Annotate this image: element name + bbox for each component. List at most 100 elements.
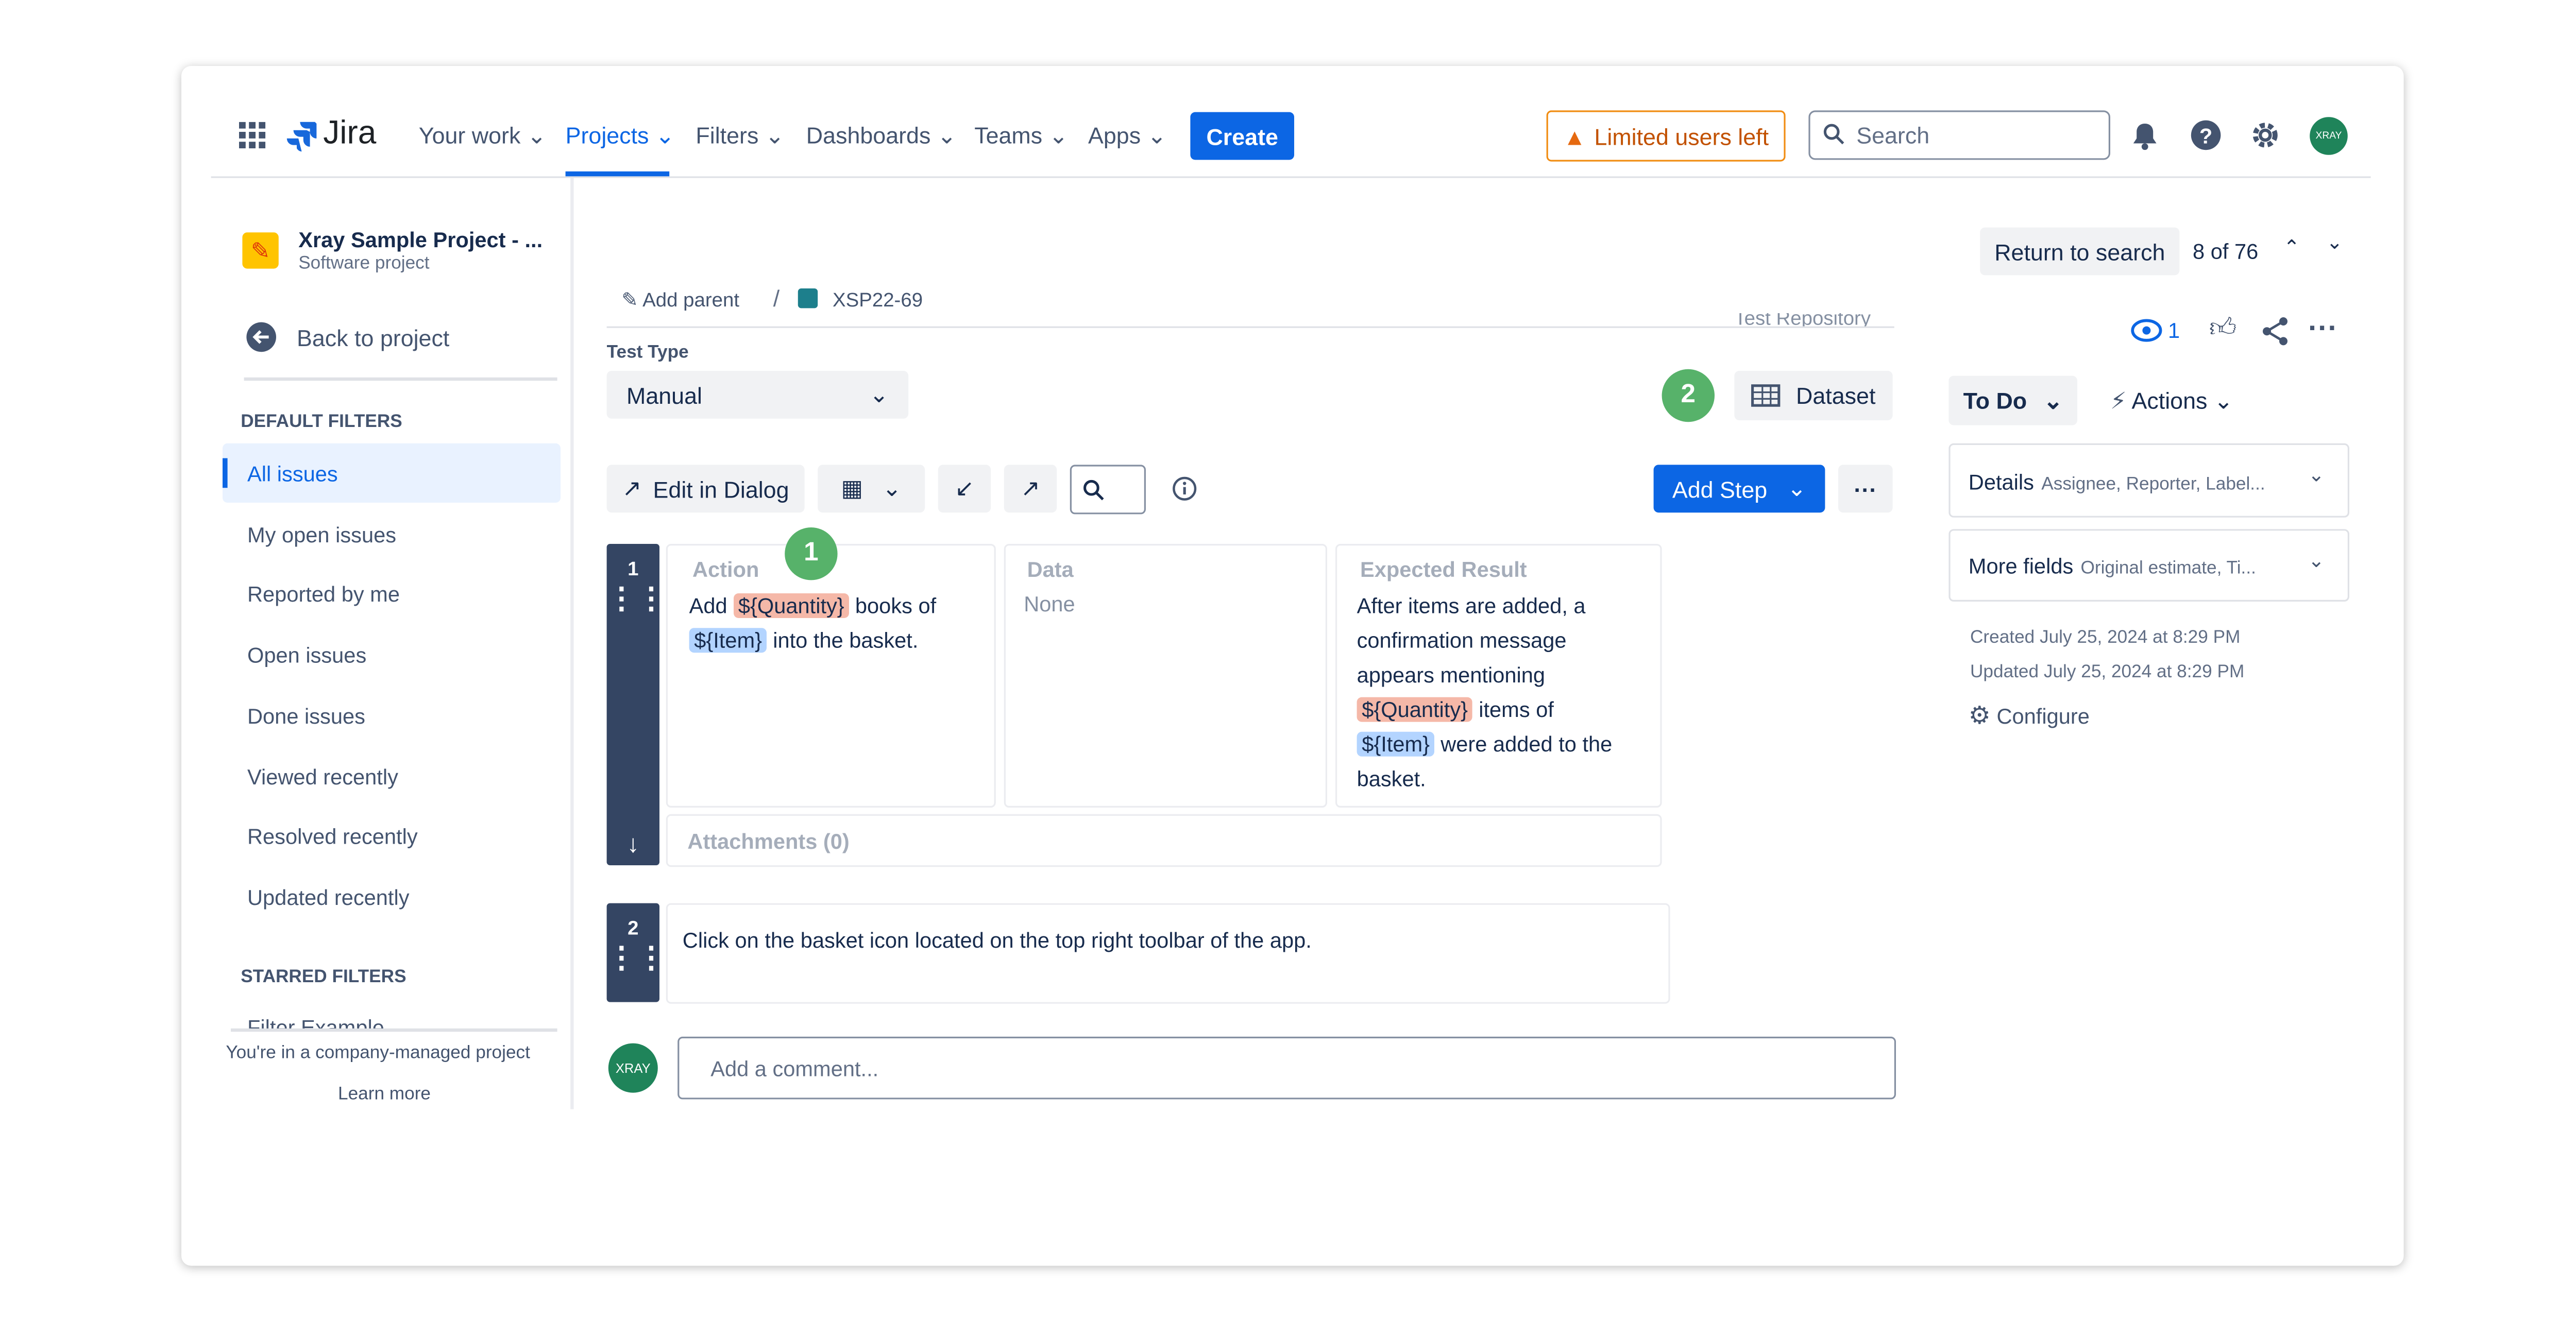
- add-parent-text: Add parent: [642, 288, 740, 312]
- help[interactable]: ?: [2190, 118, 2223, 151]
- status-button[interactable]: To Do ⌄: [1948, 375, 2077, 425]
- more[interactable]: ···: [2308, 311, 2338, 345]
- back-to-project[interactable]: Back to project: [297, 324, 450, 351]
- filter-link[interactable]: All issues: [247, 461, 338, 486]
- test-type-select[interactable]: Manual ⌄: [606, 371, 909, 419]
- search-icon: [1823, 124, 1844, 145]
- prev-issue[interactable]: ⌃: [2283, 235, 2300, 259]
- repository-tab[interactable]: Test Repository: [1734, 313, 1871, 327]
- project-icon: ✎: [242, 232, 279, 269]
- share[interactable]: [2260, 316, 2290, 346]
- footer-separator: [231, 1028, 557, 1032]
- filter-link[interactable]: Reported by me: [247, 582, 400, 607]
- like[interactable]: 👍︎: [2209, 315, 2237, 343]
- search-icon: [1083, 480, 1104, 501]
- step-row[interactable]: Click on the basket icon located on the …: [666, 903, 1670, 1004]
- action-cell[interactable]: Action Add ${Quantity} books of ${Item} …: [666, 544, 996, 808]
- position: 8 of 76: [2193, 239, 2259, 264]
- filter-link[interactable]: Done issues: [247, 703, 365, 728]
- sidebar-divider: [570, 178, 574, 1109]
- jira-icon: [286, 122, 317, 152]
- learn-more[interactable]: Learn more: [338, 1084, 431, 1104]
- dataset-text: Dataset: [1796, 382, 1876, 409]
- starred-filter[interactable]: Filter Example: [247, 1015, 384, 1030]
- parameter: ${Quantity}: [733, 593, 850, 618]
- details-section[interactable]: Details Assignee, Reporter, Label... ⌄: [1948, 443, 2349, 518]
- edit-dialog-button[interactable]: ↗ Edit in Dialog: [606, 465, 805, 513]
- view-toggle[interactable]: ▦ ⌄: [818, 465, 925, 513]
- nav-item[interactable]: Teams ⌄: [974, 122, 1069, 148]
- return-button[interactable]: Return to search: [1980, 227, 2180, 276]
- add-step-text: Add Step: [1672, 475, 1768, 502]
- nav-label: Teams: [974, 122, 1043, 148]
- comment-input[interactable]: Add a comment...: [677, 1036, 1896, 1100]
- expected-text: After items are added, a confirmation me…: [1357, 588, 1637, 796]
- test-type-value: Manual: [626, 381, 702, 408]
- back-icon: [246, 322, 276, 352]
- data-cell[interactable]: Data None: [1004, 544, 1327, 808]
- app-switcher[interactable]: [239, 122, 266, 148]
- details-hint: Assignee, Reporter, Label...: [2041, 474, 2265, 494]
- project-name[interactable]: Xray Sample Project - ...: [298, 227, 543, 252]
- notifications[interactable]: [2130, 121, 2160, 150]
- drag-grip[interactable]: ⋮⋮⋮: [606, 581, 696, 615]
- chevron: ⌄: [1787, 474, 1807, 501]
- nav-label: Filters: [696, 122, 759, 148]
- filter-link[interactable]: Updated recently: [247, 885, 410, 910]
- limited-text: Limited users left: [1594, 123, 1769, 149]
- text: Add: [689, 593, 727, 618]
- nav-label: Your work: [418, 122, 521, 148]
- external-icon: ↗: [622, 474, 642, 501]
- column-header: Action: [692, 557, 759, 582]
- actions-button[interactable]: ⚡︎ Actions ⌄: [2110, 387, 2233, 414]
- filter-link[interactable]: Resolved recently: [247, 824, 418, 849]
- collapse-button[interactable]: ↙: [938, 465, 991, 513]
- add-step-button[interactable]: Add Step ⌄: [1653, 465, 1825, 513]
- step-number: 1: [628, 557, 639, 580]
- expand-button[interactable]: ↗: [1004, 465, 1057, 513]
- nav-item[interactable]: Projects ⌄: [565, 122, 675, 148]
- issue-key[interactable]: XSP22-69: [833, 288, 923, 312]
- move-down[interactable]: ↓: [626, 830, 639, 859]
- callout-badge: 1: [785, 527, 838, 580]
- parameter: ${Quantity}: [1357, 697, 1473, 722]
- expected-cell[interactable]: Expected Result After items are added, a…: [1335, 544, 1662, 808]
- search-placeholder: Search: [1856, 122, 1930, 148]
- nav-item[interactable]: Dashboards ⌄: [806, 122, 957, 148]
- settings[interactable]: [2250, 121, 2280, 150]
- create-button[interactable]: Create: [1190, 112, 1294, 160]
- watch-count[interactable]: 1: [2168, 318, 2180, 343]
- nav-label: Dashboards: [806, 122, 931, 148]
- filter-link[interactable]: My open issues: [247, 522, 397, 547]
- nav-item[interactable]: Filters ⌄: [696, 122, 785, 148]
- filter-link[interactable]: Viewed recently: [247, 764, 398, 789]
- info-icon[interactable]: [1172, 476, 1197, 501]
- step-search[interactable]: [1070, 465, 1146, 515]
- configure-text: Configure: [1996, 704, 2090, 729]
- column-header: Data: [1027, 557, 1074, 582]
- attachments-row[interactable]: Attachments (0): [666, 814, 1662, 867]
- project-type: Software project: [298, 253, 430, 274]
- more-button[interactable]: ···: [1838, 465, 1893, 513]
- user-avatar[interactable]: XRAY: [2310, 117, 2348, 155]
- active-filter-bar: [223, 458, 228, 488]
- nav-label: Projects: [565, 122, 649, 148]
- logo-text[interactable]: Jira: [323, 115, 377, 152]
- add-parent[interactable]: ✎ Add parent: [621, 288, 740, 312]
- more-fields-section[interactable]: More fields Original estimate, Ti... ⌄: [1948, 529, 2349, 602]
- callout-badge: 2: [1662, 369, 1715, 422]
- nav-item[interactable]: Your work ⌄: [418, 122, 547, 148]
- text: items of: [1479, 697, 1554, 722]
- search-box[interactable]: [1808, 110, 2110, 160]
- next-issue[interactable]: ⌄: [2326, 231, 2343, 254]
- drag-grip[interactable]: ⋮⋮⋮: [606, 941, 696, 974]
- filter-link[interactable]: Open issues: [247, 643, 367, 668]
- gear: ⚙︎: [1968, 702, 1991, 730]
- nav-item[interactable]: Apps ⌄: [1088, 122, 1167, 148]
- watch-icon[interactable]: [2130, 318, 2163, 343]
- svg-text:?: ?: [2199, 124, 2212, 148]
- dataset-button[interactable]: Dataset: [1734, 371, 1893, 420]
- configure[interactable]: ⚙︎ Configure: [1969, 700, 2090, 730]
- limited-users[interactable]: ▲ Limited users left: [1546, 110, 1786, 162]
